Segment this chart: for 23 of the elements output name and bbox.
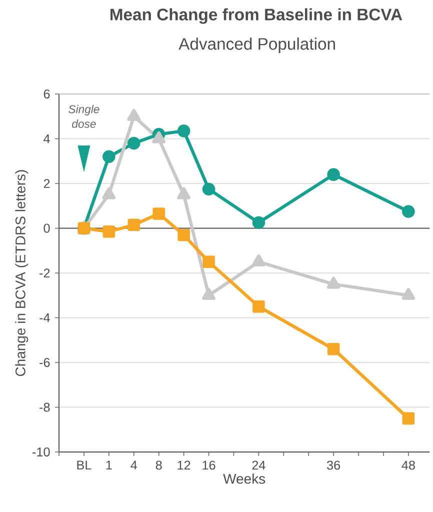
y-axis-title: Change in BCVA (ETDRS letters) — [15, 170, 28, 376]
x-axis-title: Weeks — [223, 473, 266, 484]
x-tick-label: 24 — [252, 460, 266, 470]
x-tick-label: 1 — [106, 460, 112, 470]
y-tick-label: 6 — [44, 90, 50, 98]
x-tick-label: 16 — [202, 460, 216, 470]
x-tick-label: 48 — [402, 460, 415, 470]
annotation: Single dose — [68, 104, 100, 128]
x-tick-label: 4 — [130, 460, 138, 470]
y-tick-label: 2 — [44, 179, 50, 188]
y-tick-label: 0 — [44, 224, 50, 233]
x-tick-label: 36 — [326, 460, 340, 470]
chart-subtitle: Advanced Population — [178, 38, 335, 54]
y-tick-label: -6 — [40, 358, 50, 367]
x-tick-label: 8 — [156, 460, 162, 470]
y-tick-label: -2 — [40, 268, 50, 278]
x-tick-label: 12 — [178, 460, 190, 470]
y-tick-label: -10 — [32, 448, 50, 456]
y-tick-label: -8 — [40, 402, 50, 412]
x-tick-label: BL — [77, 460, 92, 470]
y-tick-label: -4 — [40, 313, 50, 322]
y-tick-label: 4 — [44, 134, 50, 144]
chart-title: Mean Change from Baseline in BCVA — [110, 8, 402, 24]
